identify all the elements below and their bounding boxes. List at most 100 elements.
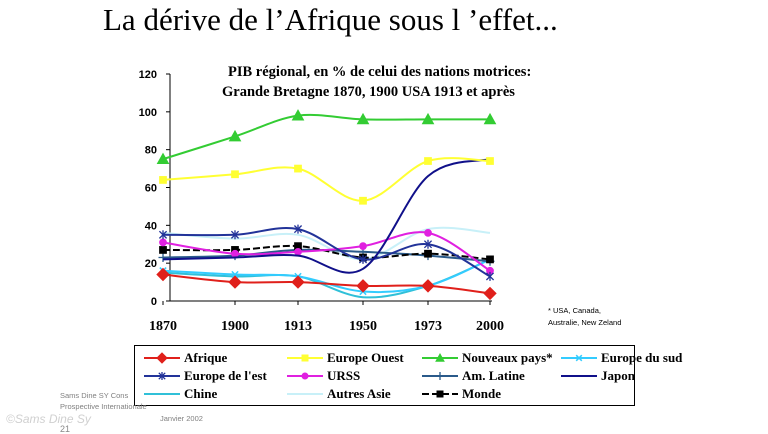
data-point (421, 112, 435, 125)
legend-label: URSS (327, 368, 361, 383)
data-point (291, 275, 305, 289)
legend-label: Am. Latine (462, 368, 525, 383)
data-point (159, 238, 167, 247)
legend-swatch (287, 354, 323, 362)
legend-item: Nouveaux pays* (420, 350, 553, 366)
data-point (158, 230, 168, 240)
data-point (231, 249, 239, 258)
data-point (228, 275, 242, 289)
legend-marker (435, 352, 445, 362)
legend-swatch (422, 390, 458, 398)
x-tick-label: 1900 (221, 319, 249, 334)
data-point (231, 170, 239, 179)
data-point (231, 270, 239, 279)
legend-swatch (287, 393, 323, 395)
data-point (293, 224, 303, 234)
legend-swatch (144, 372, 180, 380)
series-line (162, 227, 491, 278)
series-line (162, 244, 491, 261)
legend-swatch (144, 393, 180, 395)
legend-swatch (144, 352, 180, 364)
legend-item: Europe Ouest (285, 350, 404, 366)
x-tick-label: 2000 (476, 319, 504, 334)
y-tick-label: 20 (145, 258, 157, 270)
legend-marker (575, 354, 583, 362)
series-japon (162, 158, 491, 274)
page-number: 21 (60, 424, 71, 434)
y-tick-label: 0 (151, 296, 157, 308)
data-point (421, 279, 435, 293)
x-tick-label: 1950 (349, 319, 377, 334)
series-line (162, 158, 491, 274)
x-tick-label: 1913 (284, 319, 312, 334)
legend-swatch (561, 375, 597, 377)
legend-label: Afrique (184, 350, 228, 365)
data-point (159, 246, 167, 254)
legend-item: Afrique (142, 350, 227, 366)
data-point (424, 229, 432, 237)
y-tick-label: 60 (145, 183, 157, 195)
data-point (424, 249, 432, 258)
data-point (159, 176, 167, 184)
x-tick-label: 1973 (414, 319, 442, 334)
series-europe-de-l-est (158, 224, 495, 281)
legend-item: Chine (142, 386, 217, 402)
data-point (424, 157, 432, 165)
legend-marker (158, 372, 166, 380)
footnote-line: Australie, New Zeland (548, 318, 622, 327)
legend-item: Europe de l'est (142, 368, 267, 384)
series-nouveaux-pays (156, 109, 497, 165)
series-line (162, 157, 491, 202)
chart-axes: 0 20 40 60 80 100 120 1870 1900 1913 1950 1973 2000 (139, 69, 504, 334)
data-point (483, 286, 497, 301)
chart-title-line: PIB régional, en % de celui des nations … (228, 64, 531, 80)
source-date: Janvier 2002 (160, 414, 203, 423)
series-line (162, 273, 491, 295)
legend-swatch (561, 354, 597, 362)
legend-marker (156, 352, 168, 364)
legend-marker (301, 354, 309, 362)
legend-label: Nouveaux pays* (462, 350, 553, 365)
series-europe-ouest (159, 157, 494, 205)
legend-item: Autres Asie (285, 386, 391, 402)
y-tick-label: 100 (139, 107, 157, 119)
data-point (294, 164, 302, 173)
chart-title-line: Grande Bretagne 1870, 1900 USA 1913 et a… (222, 84, 515, 100)
legend-item: URSS (285, 368, 360, 384)
chart-legend: Afrique Europe Ouest Nouveaux pays* Europe … (134, 345, 682, 406)
legend-label: Autres Asie (327, 386, 391, 401)
source-org: Prospective Internationale (60, 402, 147, 411)
data-point (294, 247, 302, 256)
data-point (291, 109, 305, 121)
legend-label: Europe du sud (601, 350, 683, 365)
chart-footnote: * USA, Canada, Australie, New Zeland (548, 305, 621, 329)
slide-title: La dérive de l’Afrique sous l ’effet... (103, 2, 558, 37)
legend-label: Europe Ouest (327, 350, 404, 365)
legend-swatch (287, 372, 323, 380)
legend-marker (301, 372, 309, 380)
legend-label: Europe de l'est (184, 368, 267, 383)
data-point (423, 239, 433, 249)
data-point (483, 112, 497, 125)
source-author: Sams Dine SY Cons (60, 391, 129, 400)
y-tick-label: 120 (139, 69, 157, 81)
data-point (358, 254, 368, 264)
legend-label: Monde (462, 386, 501, 401)
y-tick-label: 80 (145, 145, 157, 157)
data-point (156, 267, 170, 282)
legend-swatch (422, 372, 458, 380)
series-line (162, 231, 491, 272)
footnote-line: * USA, Canada, (548, 306, 601, 315)
data-point (359, 242, 367, 251)
series-afrique (156, 267, 497, 301)
series-line (162, 258, 491, 294)
series-line (162, 113, 490, 161)
legend-label: Chine (184, 386, 218, 401)
data-point (356, 112, 370, 125)
watermark: ©Sams Dine Sy (6, 412, 91, 426)
legend-item: Monde (420, 386, 501, 402)
legend-swatch (422, 352, 458, 362)
data-point (486, 255, 494, 264)
y-tick-label: 40 (145, 220, 157, 232)
